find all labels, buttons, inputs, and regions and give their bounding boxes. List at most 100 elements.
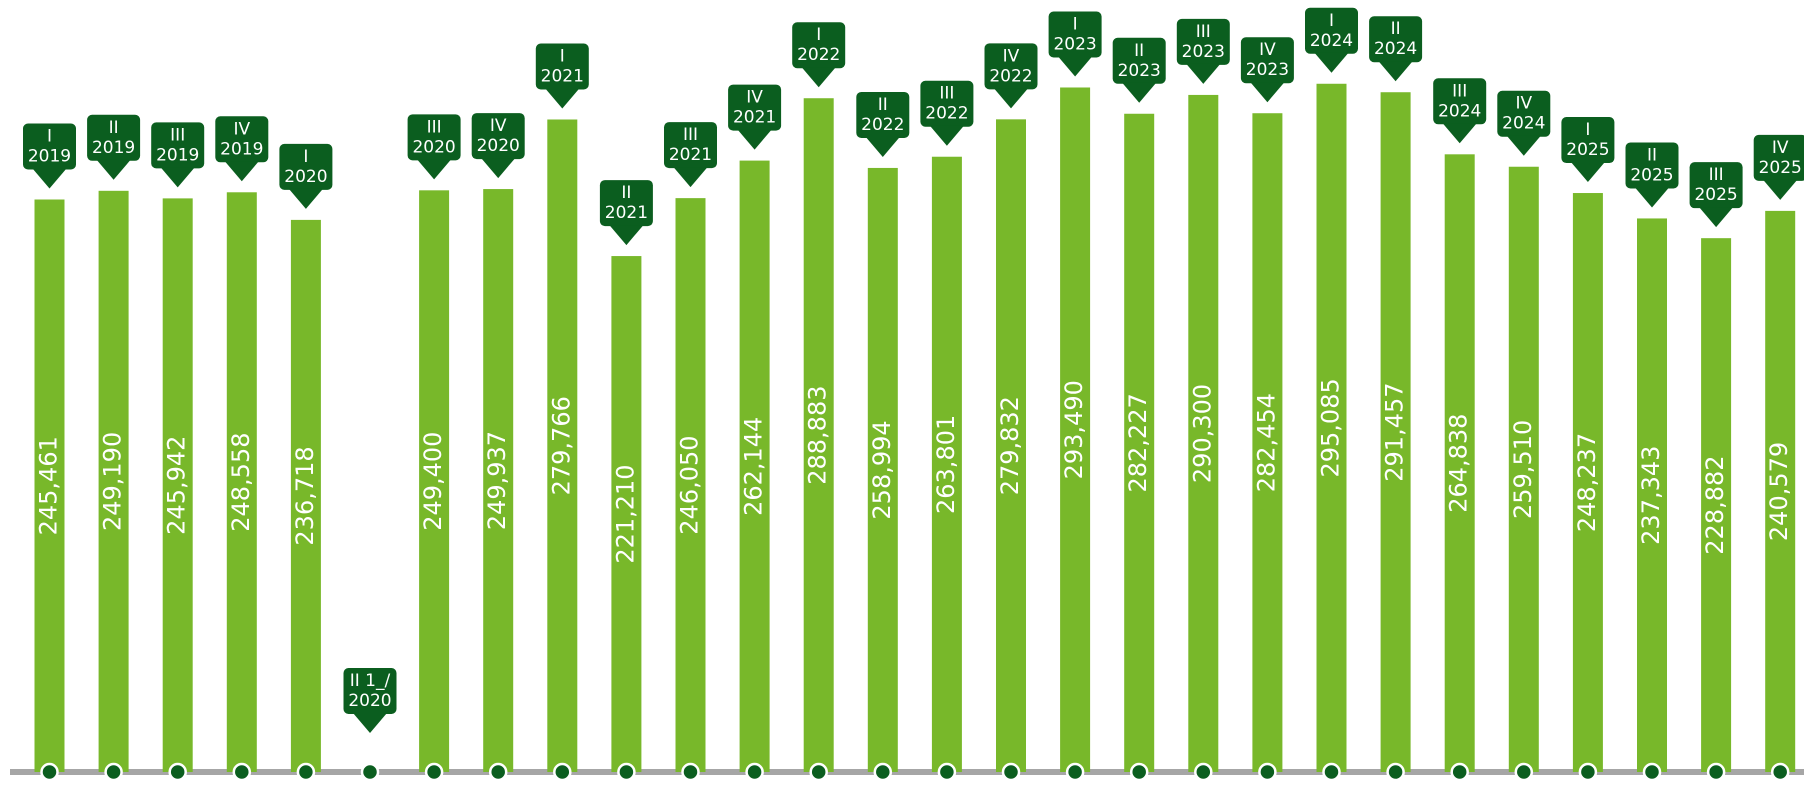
bar bbox=[867, 167, 898, 773]
value-label: 264,838 bbox=[1445, 414, 1473, 513]
period-box bbox=[87, 114, 141, 161]
value-label: 246,050 bbox=[676, 435, 704, 534]
value-label: 291,457 bbox=[1381, 382, 1409, 481]
quarter-label: III bbox=[1452, 81, 1467, 101]
baseline-dot bbox=[1065, 762, 1085, 782]
value-label: 279,766 bbox=[547, 396, 575, 495]
period-box bbox=[920, 80, 974, 127]
quarter-label: I bbox=[303, 147, 308, 167]
period-box bbox=[984, 43, 1038, 90]
period-box bbox=[215, 116, 269, 163]
year-label: 2022 bbox=[925, 104, 968, 124]
baseline-dot bbox=[1450, 762, 1469, 782]
value-label: 262,144 bbox=[740, 417, 768, 516]
baseline-dot bbox=[1578, 762, 1598, 782]
period-pointer bbox=[1186, 63, 1221, 84]
period-pointer bbox=[609, 225, 644, 246]
value-label: 249,937 bbox=[483, 431, 511, 530]
period-box bbox=[1625, 142, 1679, 189]
period-box bbox=[1497, 90, 1551, 137]
quarter-label: I bbox=[1073, 14, 1078, 34]
bar bbox=[1765, 210, 1796, 772]
period-pointer bbox=[353, 713, 387, 733]
year-label: 2025 bbox=[1694, 185, 1737, 205]
baseline-dot bbox=[1386, 762, 1405, 782]
year-label: 2019 bbox=[156, 145, 199, 165]
quarter-label: I bbox=[560, 46, 565, 66]
year-label: 2022 bbox=[861, 115, 904, 135]
year-label: 2023 bbox=[1246, 60, 1289, 80]
quarter-label: II bbox=[1391, 19, 1401, 39]
value-label: 248,237 bbox=[1573, 433, 1601, 532]
period-box bbox=[728, 84, 782, 131]
period-box bbox=[1112, 37, 1166, 84]
baseline-dot bbox=[745, 762, 764, 782]
year-label: 2023 bbox=[1182, 42, 1225, 62]
period-pointer bbox=[1378, 61, 1413, 82]
value-label: 236,718 bbox=[291, 446, 319, 545]
period-box bbox=[1369, 16, 1423, 63]
year-label: 2019 bbox=[28, 147, 71, 167]
quarter-label: IV bbox=[1259, 40, 1276, 60]
period-box bbox=[1048, 11, 1102, 58]
period-box bbox=[1689, 162, 1743, 209]
period-pointer bbox=[1635, 187, 1669, 208]
value-label: 249,400 bbox=[419, 432, 447, 531]
period-pointer bbox=[545, 88, 580, 109]
baseline-dot bbox=[681, 762, 700, 782]
quarter-label: I bbox=[47, 127, 52, 147]
period-pointer bbox=[865, 136, 900, 157]
period-pointer bbox=[1506, 135, 1541, 156]
period-pointer bbox=[1570, 162, 1605, 183]
period-box bbox=[23, 123, 76, 170]
baseline-dot bbox=[1706, 762, 1726, 782]
baseline-dot bbox=[168, 762, 187, 782]
period-pointer bbox=[673, 167, 708, 188]
period-box bbox=[1561, 117, 1615, 164]
year-label: 2021 bbox=[669, 145, 712, 165]
year-label: 2024 bbox=[1438, 101, 1481, 121]
value-label: 258,994 bbox=[868, 420, 896, 519]
period-box bbox=[1753, 134, 1804, 181]
baseline-dot bbox=[1258, 762, 1277, 782]
bar bbox=[1444, 154, 1475, 772]
baseline-dot bbox=[1322, 762, 1341, 782]
period-pointer bbox=[417, 159, 452, 180]
bar bbox=[34, 199, 65, 772]
year-label: 2022 bbox=[989, 66, 1032, 86]
bar bbox=[611, 256, 642, 772]
baseline-dot bbox=[1001, 762, 1021, 782]
period-box bbox=[792, 22, 846, 69]
baseline-dot bbox=[937, 762, 957, 782]
quarter-label: IV bbox=[1515, 94, 1532, 114]
quarter-label: II bbox=[1134, 41, 1144, 61]
quarter-label: III bbox=[1709, 165, 1724, 185]
baseline-dot bbox=[1514, 762, 1534, 782]
quarter-label: III bbox=[427, 117, 442, 137]
year-label: 2020 bbox=[348, 691, 391, 711]
baseline-dot bbox=[1770, 762, 1790, 782]
quarter-label: IV bbox=[233, 119, 250, 139]
bar bbox=[1572, 193, 1603, 772]
period-box bbox=[343, 668, 397, 714]
year-label: 2019 bbox=[92, 138, 135, 158]
bar bbox=[1188, 94, 1219, 773]
bar bbox=[162, 198, 193, 773]
baseline-dot bbox=[617, 762, 636, 782]
bar bbox=[996, 119, 1026, 773]
year-label: 2021 bbox=[605, 203, 648, 223]
period-box bbox=[856, 91, 910, 138]
baseline-dot bbox=[40, 762, 59, 782]
year-label: 2022 bbox=[797, 45, 840, 65]
year-label: 2021 bbox=[733, 108, 776, 128]
baseline-dot bbox=[809, 762, 828, 782]
period-box bbox=[1305, 7, 1358, 54]
bar bbox=[1380, 92, 1411, 773]
period-box bbox=[407, 114, 461, 161]
period-pointer bbox=[160, 167, 195, 188]
year-label: 2019 bbox=[220, 139, 263, 159]
baseline-dot bbox=[488, 762, 508, 782]
bar bbox=[931, 156, 962, 773]
value-label: 282,227 bbox=[1124, 393, 1152, 492]
quarter-label: I bbox=[1329, 11, 1334, 31]
